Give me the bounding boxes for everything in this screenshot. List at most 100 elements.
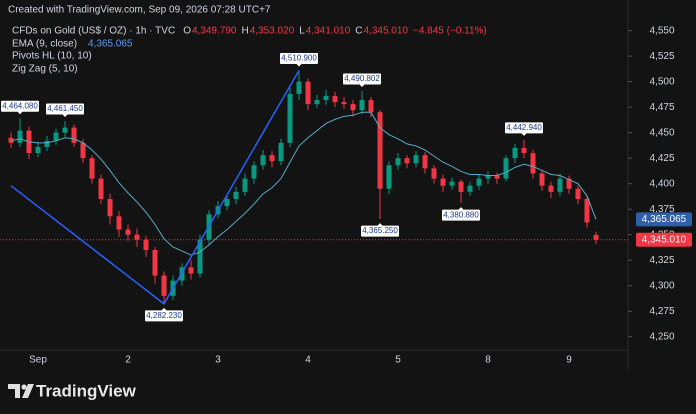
pivot-text: 4,282.230 <box>146 311 182 320</box>
candle-body <box>332 95 338 103</box>
candle-body <box>278 142 284 162</box>
candle-body <box>143 239 149 250</box>
candle-body <box>485 175 491 179</box>
logo-icon <box>8 384 34 398</box>
y-tick-label: 4,425 <box>649 153 674 164</box>
candle-body <box>548 185 554 192</box>
pivot-label: 4,380.880 <box>442 207 480 221</box>
pivot-box <box>343 73 381 85</box>
candle-body <box>557 178 563 192</box>
candle-body <box>368 100 374 113</box>
candle-body <box>116 216 122 230</box>
candle-body <box>251 165 257 179</box>
candle-body <box>89 158 95 179</box>
candle-body <box>359 100 365 111</box>
candle-body <box>494 175 500 179</box>
candle-body <box>161 275 167 296</box>
pivot-text: 4,442.940 <box>506 123 542 132</box>
candle-body <box>44 140 50 147</box>
candle-body <box>377 112 383 189</box>
candle-body <box>539 173 545 186</box>
y-tick-label: 4,400 <box>649 178 674 189</box>
candle-body <box>305 81 311 105</box>
y-tick-label: 4,550 <box>649 25 674 36</box>
pivot-pointer <box>521 132 527 136</box>
ohlc-key: L <box>299 26 305 37</box>
pivot-pointer <box>458 207 464 211</box>
candle-body <box>17 130 23 143</box>
pivot-text: 4,490.802 <box>344 74 380 83</box>
ohlc-value: 4,349.790 <box>192 26 237 37</box>
candle-body <box>404 158 410 164</box>
candle-body <box>440 178 446 186</box>
price-tag-text: 4,345.010 <box>642 234 687 245</box>
candle-body <box>134 234 140 240</box>
y-tick-label: 4,450 <box>649 127 674 138</box>
candle-body <box>80 142 86 159</box>
candle-body <box>296 81 302 94</box>
candle-body <box>269 155 275 162</box>
ohlc-value: 4,341.010 <box>306 26 351 37</box>
y-tick-label: 4,375 <box>649 204 674 215</box>
logo-icon <box>21 384 27 390</box>
ema-tag-text: 4,365.065 <box>642 214 687 225</box>
pivot-pointer <box>62 113 68 117</box>
candle-body <box>260 155 266 166</box>
candle-body <box>71 127 77 143</box>
ohlc-key: C <box>355 26 362 37</box>
pivot-box <box>442 209 480 221</box>
price-change: −4.845 (−0.11%) <box>413 26 487 37</box>
pivot-pointer <box>296 63 302 67</box>
candle-body <box>233 191 239 199</box>
candle-body <box>152 250 158 276</box>
candle-body <box>53 132 59 141</box>
pivot-text: 4,464.080 <box>2 101 38 110</box>
pivot-label: 4,365.250 <box>361 223 399 237</box>
x-tick-label: 9 <box>566 355 572 366</box>
pivot-text: 4,380.880 <box>443 210 479 219</box>
candle-body <box>458 181 464 192</box>
zigzag-line <box>10 70 300 305</box>
pivot-pointer <box>377 223 383 227</box>
pivot-pointer <box>161 307 167 311</box>
candle-body <box>575 188 581 199</box>
candle-body <box>593 234 599 240</box>
y-tick-label: 4,475 <box>649 102 674 113</box>
y-tick-label: 4,500 <box>649 76 674 87</box>
candle-body <box>530 153 536 174</box>
pivot-text: 4,510.900 <box>281 54 317 63</box>
price-tag-box <box>636 232 692 247</box>
ema-value: 4,365.065 <box>88 39 133 50</box>
candle-body <box>125 229 131 235</box>
watermark: Created with TradingView.com, Sep 09, 20… <box>8 5 271 16</box>
candle-body <box>323 95 329 100</box>
candle-body <box>476 178 482 186</box>
candle-body <box>287 93 293 143</box>
y-tick-label: 4,275 <box>649 306 674 317</box>
x-tick-label: 3 <box>215 355 221 366</box>
x-tick-label: Sep <box>29 355 47 366</box>
candle-body <box>521 147 527 154</box>
symbol-title: CFDs on Gold (US$ / OZ) · 1h · TVC <box>12 26 175 37</box>
ema-tag-box <box>636 212 692 227</box>
pivot-label: 4,510.900 <box>280 53 318 67</box>
pivot-box <box>46 103 84 115</box>
candle-body <box>188 267 194 274</box>
pivot-text: 4,365.250 <box>362 226 398 235</box>
candle-body <box>467 185 473 192</box>
candle-body <box>449 181 455 186</box>
pivot-box <box>145 310 183 322</box>
candle-body <box>386 165 392 189</box>
candle-body <box>422 155 428 169</box>
candle-body <box>62 127 68 133</box>
y-tick-label: 4,325 <box>649 255 674 266</box>
pivot-text: 4,461.450 <box>47 104 83 113</box>
pivot-box <box>505 122 543 134</box>
y-tick-label: 4,300 <box>649 280 674 291</box>
candle-body <box>584 198 590 223</box>
candle-body <box>512 147 518 159</box>
candle-body <box>350 104 356 111</box>
pivot-box <box>361 225 399 237</box>
ema-line <box>10 111 597 256</box>
